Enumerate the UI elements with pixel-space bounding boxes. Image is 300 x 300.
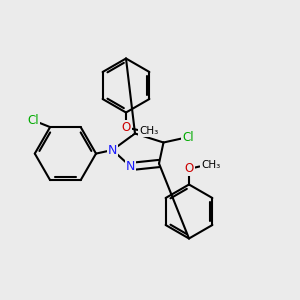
Text: N: N [126,160,135,173]
Text: Cl: Cl [28,114,39,127]
Text: N: N [108,143,117,157]
Text: CH₃: CH₃ [201,160,220,170]
Text: O: O [184,162,194,176]
Text: O: O [122,121,130,134]
Text: CH₃: CH₃ [139,126,158,136]
Text: Cl: Cl [182,130,194,144]
